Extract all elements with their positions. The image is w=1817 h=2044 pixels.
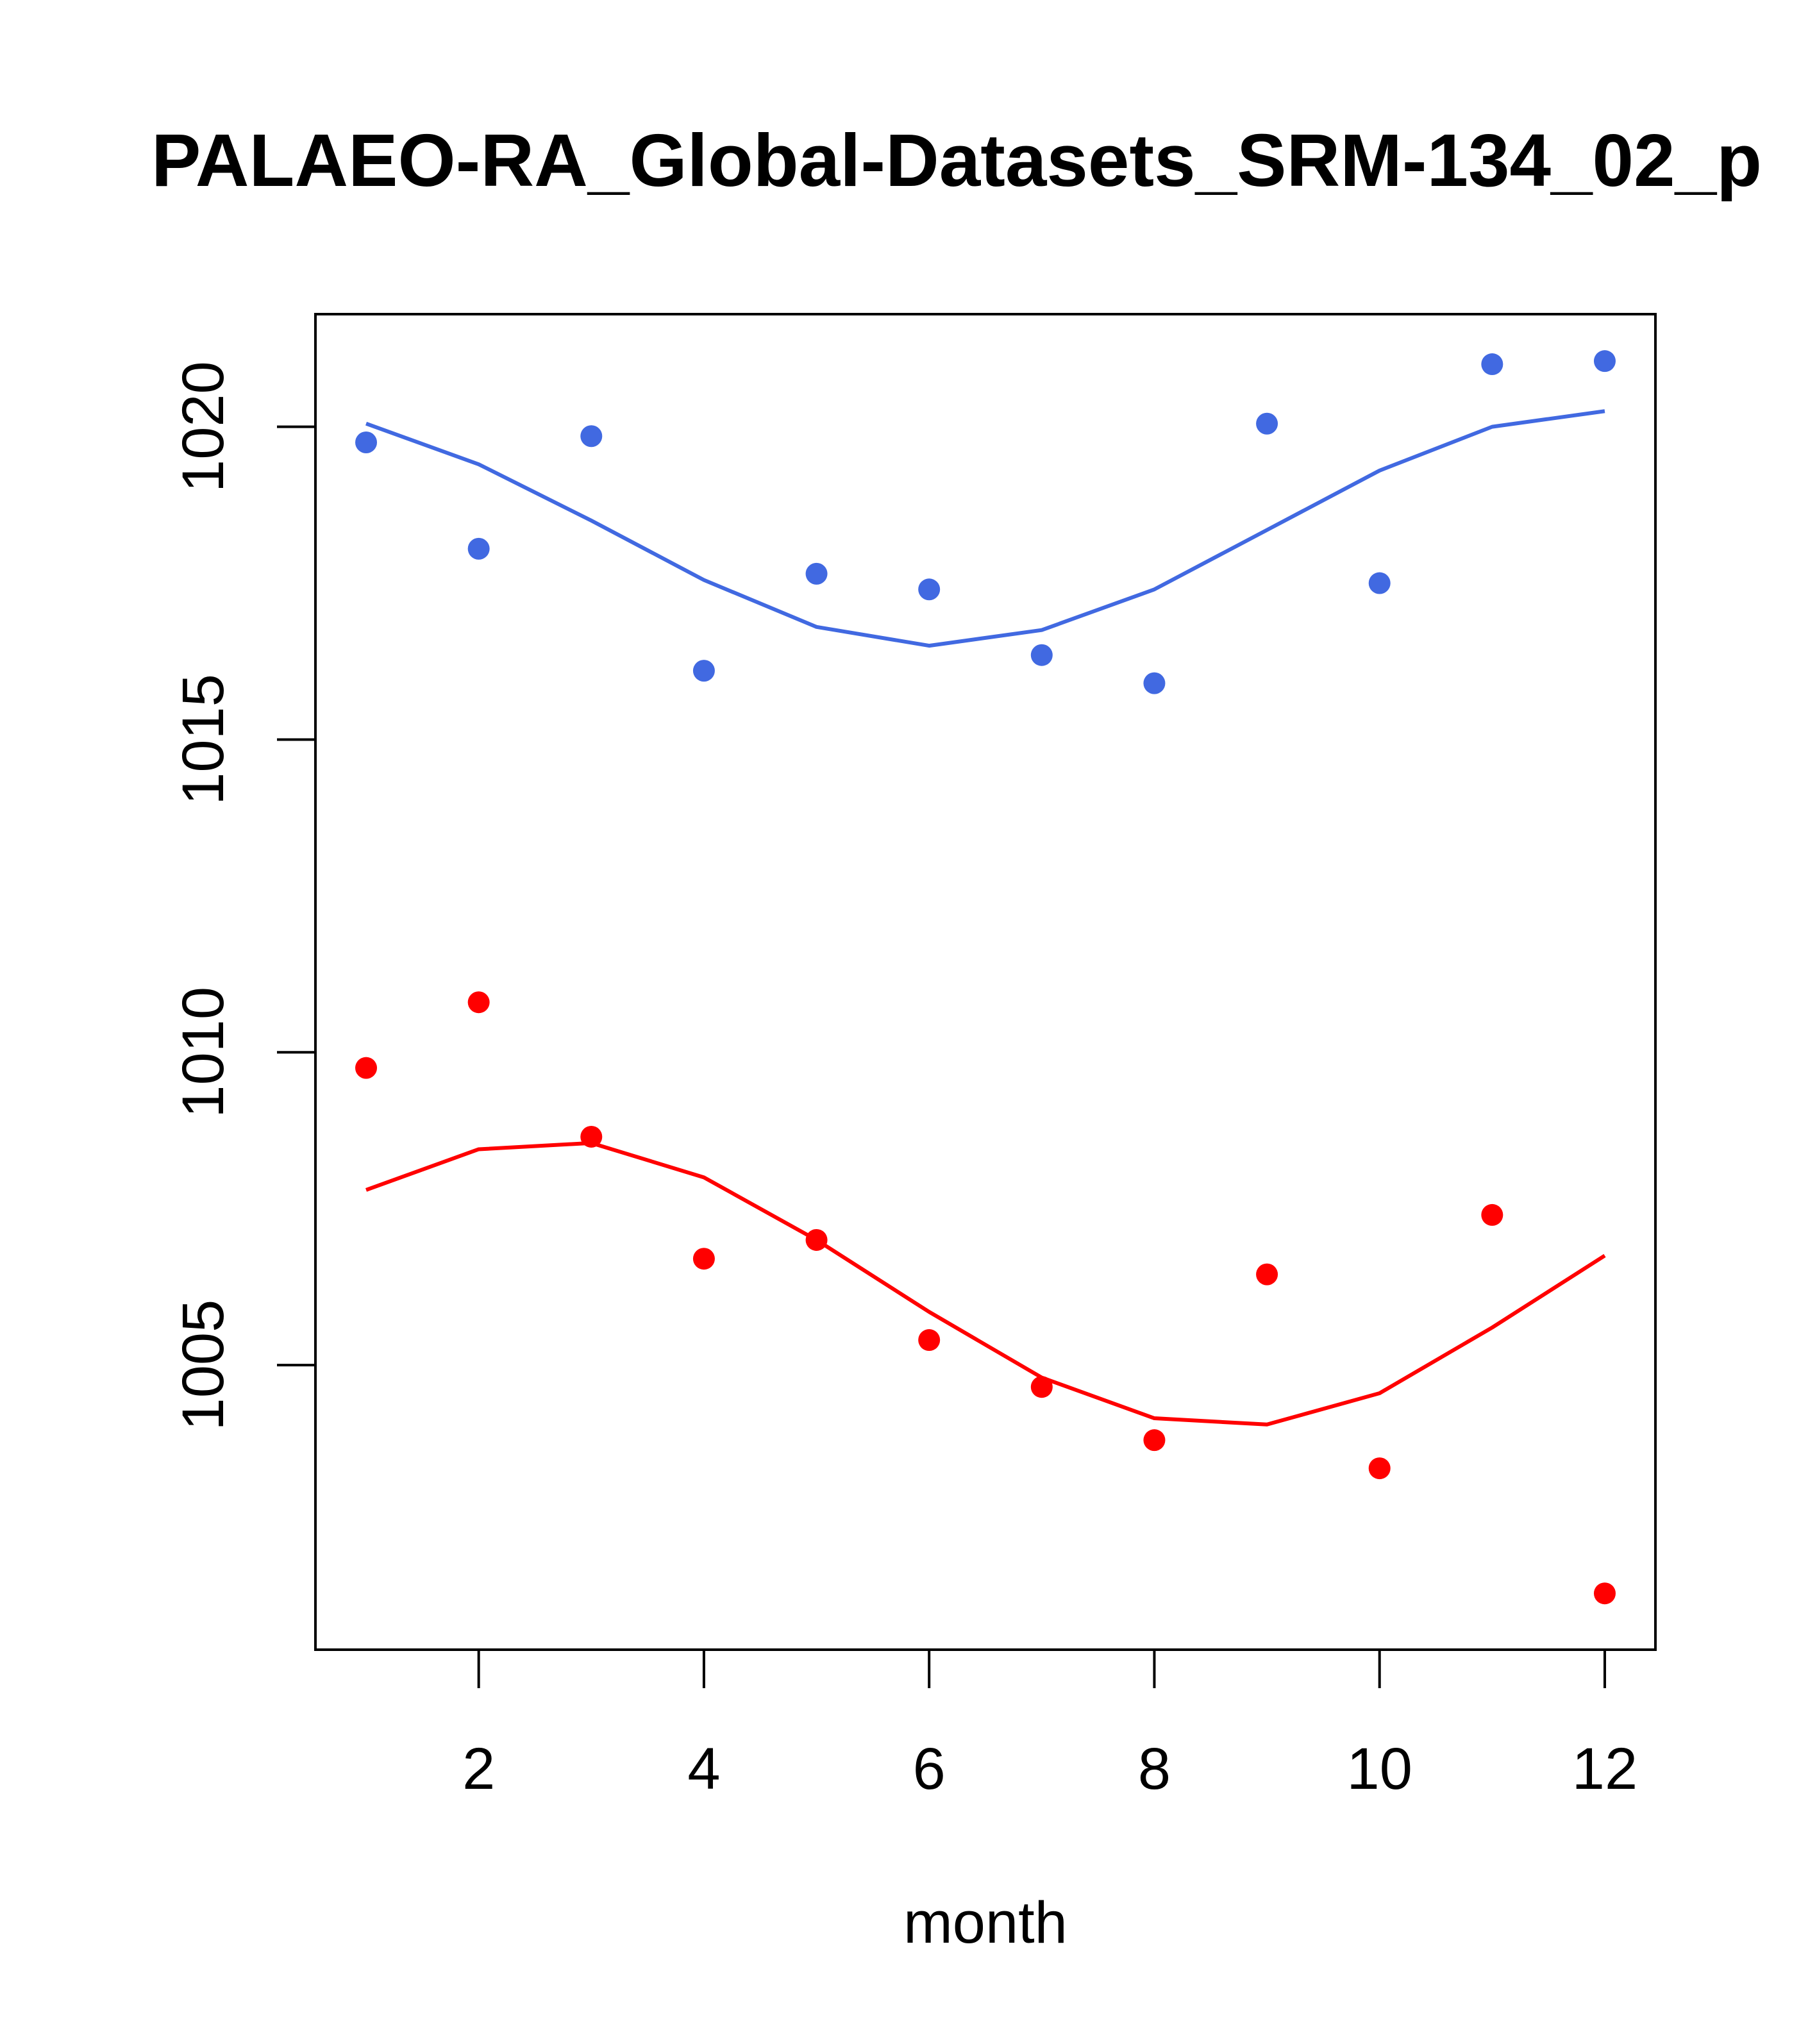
plot-frame bbox=[314, 313, 1657, 1651]
x-axis: 2 4 6 8 10 12 bbox=[462, 1648, 1637, 1802]
y-tick-label: 1010 bbox=[171, 987, 236, 1118]
x-tick-label: 6 bbox=[913, 1736, 946, 1802]
series-line bbox=[365, 1141, 1606, 1427]
y-tick-label: 1015 bbox=[171, 674, 236, 805]
plot-layer bbox=[355, 350, 1616, 1605]
data-point bbox=[1030, 644, 1053, 666]
data-point bbox=[918, 1329, 941, 1352]
series-blue-fit bbox=[365, 409, 1605, 648]
data-point bbox=[467, 537, 490, 560]
y-tick-label: 1020 bbox=[171, 361, 236, 492]
data-point bbox=[355, 1057, 378, 1079]
data-point bbox=[1593, 350, 1616, 373]
data-point bbox=[1143, 1429, 1166, 1452]
data-point bbox=[1481, 353, 1503, 376]
data-point bbox=[805, 562, 828, 585]
data-point bbox=[1143, 672, 1166, 694]
series-blue-observations bbox=[355, 350, 1616, 694]
series-line bbox=[365, 409, 1605, 648]
data-point bbox=[1368, 1457, 1391, 1480]
series-red-observations bbox=[355, 991, 1616, 1605]
y-tick-label: 1005 bbox=[171, 1300, 236, 1431]
data-point bbox=[918, 578, 941, 601]
x-tick-label: 8 bbox=[1138, 1736, 1171, 1802]
data-point bbox=[1481, 1203, 1503, 1226]
x-axis-label: month bbox=[903, 1890, 1068, 1956]
series-red-fit bbox=[365, 1141, 1606, 1427]
data-point bbox=[692, 660, 715, 682]
chart-title: PALAEO-RA_Global-Datasets_SRM-134_02_p bbox=[151, 119, 1762, 202]
data-point bbox=[467, 991, 490, 1014]
data-point bbox=[1368, 572, 1391, 594]
data-point bbox=[1256, 1263, 1278, 1286]
x-tick-label: 10 bbox=[1347, 1736, 1412, 1802]
data-point bbox=[580, 425, 603, 448]
x-tick-label: 4 bbox=[687, 1736, 720, 1802]
y-axis: 1005 1010 1015 1020 bbox=[171, 361, 317, 1431]
x-tick-label: 2 bbox=[462, 1736, 495, 1802]
x-tick-label: 12 bbox=[1572, 1736, 1637, 1802]
data-point bbox=[1593, 1582, 1616, 1605]
data-point bbox=[355, 431, 378, 454]
data-point bbox=[692, 1248, 715, 1270]
data-point bbox=[1256, 412, 1278, 435]
